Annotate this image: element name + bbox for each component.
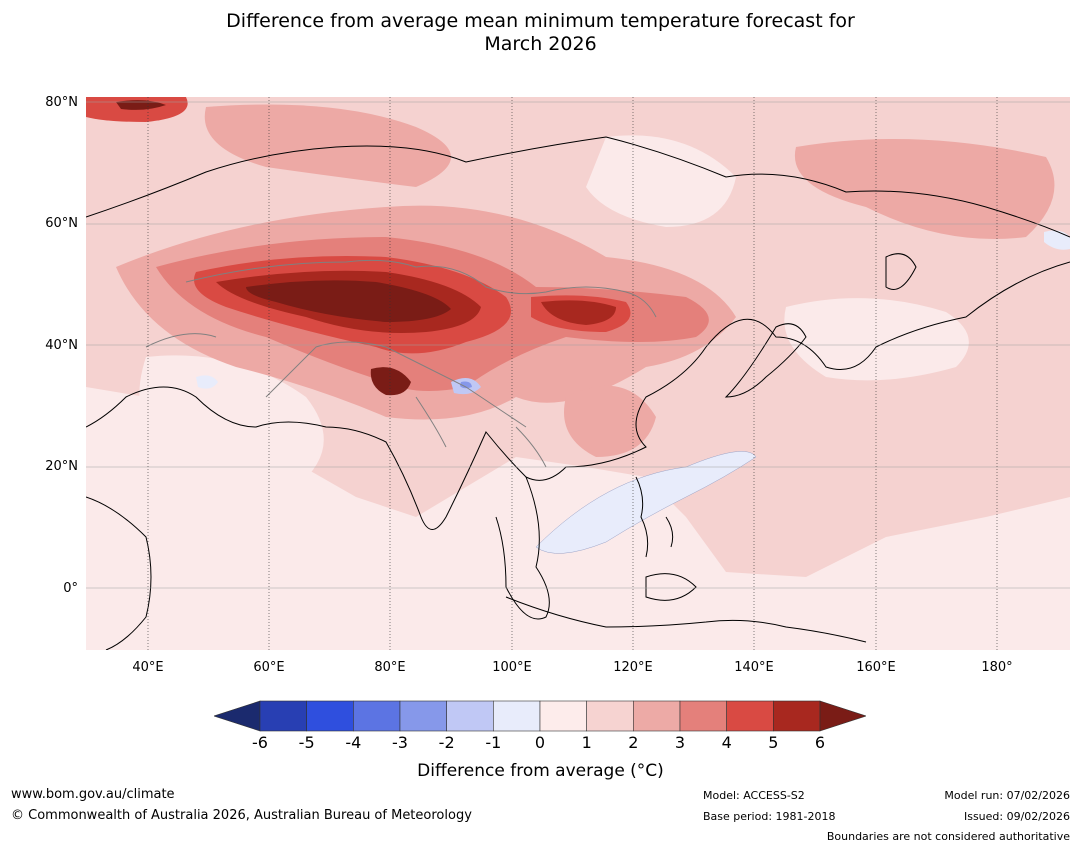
colorbar-tick-label: -5 (298, 733, 315, 752)
colorbar-segment (306, 700, 354, 732)
coastline-indochina (495, 476, 550, 620)
anomaly-cool-tibet-core (460, 381, 472, 389)
colorbar-tick-label: 3 (674, 733, 686, 752)
lat-label-60n: 60°N (45, 216, 78, 231)
temperature-anomaly-map (86, 97, 1070, 650)
title-line-1: Difference from average mean minimum tem… (226, 10, 855, 32)
colorbar-segment (773, 700, 821, 732)
lon-label-40e: 40°E (132, 660, 164, 675)
colorbar-tick-label: 1 (581, 733, 592, 752)
colorbar-extend-low (214, 700, 261, 732)
anomaly-cool-south-china-sea (535, 451, 757, 554)
colorbar-segment (259, 700, 307, 732)
lon-label-80e: 80°E (374, 660, 406, 675)
lon-label-140e: 140°E (734, 660, 774, 675)
anomaly-band-2-3-siberia (204, 104, 451, 187)
colorbar-segment (586, 700, 634, 732)
lat-label-40n: 40°N (45, 338, 78, 353)
colorbar-tick-label: 0 (534, 733, 546, 752)
colorbar-legend (214, 700, 866, 732)
colorbar-label: Difference from average (°C) (417, 761, 664, 781)
anomaly-cool-pacific (1044, 230, 1070, 250)
colorbar-segment (493, 700, 541, 732)
lon-label-60e: 60°E (253, 660, 285, 675)
colorbar-tick-label: -4 (345, 733, 362, 752)
anomaly-patch-east-light (784, 298, 969, 381)
title-line-2: March 2026 (484, 33, 597, 55)
colorbar-tick-label: 6 (814, 733, 826, 752)
footer-copyright: © Commonwealth of Australia 2026, Austra… (11, 808, 472, 823)
colorbar-tick-label: -6 (252, 733, 268, 752)
anomaly-band-over-6-tibet (370, 367, 411, 396)
lat-label-20n: 20°N (45, 459, 78, 474)
colorbar-segment (679, 700, 727, 732)
colorbar-segment (399, 700, 447, 732)
colorbar-segment (539, 700, 587, 732)
footer-disclaimer: Boundaries are not considered authoritat… (826, 830, 1070, 843)
latitude-gridlines (86, 101, 1070, 589)
coastline-japan (724, 323, 807, 398)
colorbar-tick-label: -3 (392, 733, 408, 752)
lon-label-120e: 120°E (613, 660, 653, 675)
coastline-indonesia (505, 573, 867, 643)
coastline-philippines (635, 476, 674, 558)
coastline-eurasia (86, 136, 1070, 530)
colorbar-tick-label: 5 (768, 733, 779, 752)
colorbar-tick-label: -1 (485, 733, 502, 752)
colorbar-tick-label: -2 (438, 733, 455, 752)
lon-label-100e: 100°E (492, 660, 532, 675)
anomaly-cool-caspian (196, 375, 218, 389)
colorbar-segment (726, 700, 774, 732)
colorbar-tick-label: 4 (721, 733, 732, 752)
footer-base-period: Base period: 1981-2018 (703, 810, 836, 823)
anomaly-patch-siberia-light (586, 135, 736, 227)
lat-label-80n: 80°N (45, 95, 78, 110)
colorbar-segment (353, 700, 401, 732)
longitude-gridlines (147, 97, 998, 650)
footer-issued: Issued: 09/02/2026 (963, 810, 1070, 823)
colorbar-segment (446, 700, 494, 732)
anomaly-band-5-6-east (541, 300, 616, 325)
footer-website: www.bom.gov.au/climate (11, 787, 175, 802)
lon-label-160e: 160°E (856, 660, 896, 675)
colorbar-extend-high (819, 700, 866, 732)
lon-label-180: 180° (981, 660, 1013, 675)
anomaly-band-over-6 (246, 280, 451, 322)
footer-model: Model: ACCESS-S2 (703, 789, 805, 802)
colorbar-tick-label: 2 (628, 733, 639, 752)
anomaly-band-2-3-east (794, 139, 1055, 239)
footer-model-run: Model run: 07/02/2026 (944, 789, 1070, 802)
country-borders (145, 259, 657, 468)
map-title: Difference from average mean minimum tem… (0, 10, 1081, 56)
lat-label-0: 0° (63, 581, 78, 596)
coastline-africa (86, 496, 152, 650)
colorbar-segment (633, 700, 681, 732)
coastline-kamchatka (885, 253, 917, 290)
anomaly-arctic-hotspot-core (116, 100, 166, 110)
